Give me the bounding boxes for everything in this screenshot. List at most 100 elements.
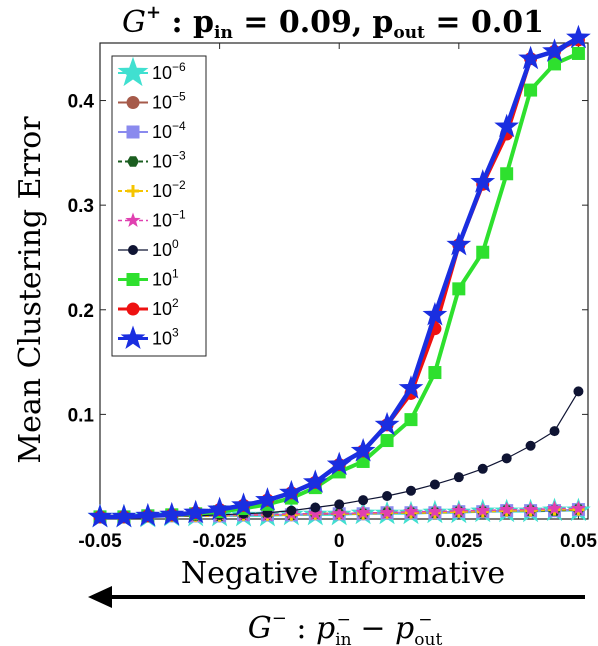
legend-entry: 10−1 [118,208,186,231]
data-point [405,485,416,496]
data-point [500,167,514,181]
legend-label: 101 [152,267,179,290]
data-point [207,496,232,521]
x-tick-label: 0.025 [435,531,483,552]
series-layer [87,24,591,528]
chart-title: G+ : pin = 0.09, pout = 0.01 [122,2,544,43]
data-point [404,413,418,427]
legend-marker [127,185,139,197]
data-point [549,426,560,437]
legend-entry: 10−6 [117,56,186,87]
legend-label: 10−4 [152,119,186,142]
legend-marker [126,302,140,316]
legend-marker [126,96,140,109]
data-point [475,502,491,518]
data-point [548,57,562,71]
data-point [286,505,297,516]
legend-label: 10−2 [152,178,186,201]
data-point [355,504,371,520]
legend-entry: 102 [118,296,179,319]
data-point [331,505,347,521]
data-point [422,302,448,326]
legend-label: 10−5 [152,90,186,113]
data-point [302,469,328,493]
x-axis-label: Negative Informative [181,556,505,591]
legend-marker [127,156,139,167]
legend-marker [126,125,140,139]
data-point [183,499,209,524]
y-tick-label: 0.2 [68,301,94,322]
data-point [546,500,563,516]
legend-label: 10−6 [152,60,186,83]
data-point [231,492,256,516]
data-point [451,502,467,518]
y-ticks: 0.1 0.2 0.3 0.4 [68,92,588,426]
legend-label: 10−1 [152,208,186,231]
data-point [470,169,496,193]
legend-label: 103 [152,326,179,349]
data-point [525,440,536,451]
legend-entry: 10−4 [118,119,186,142]
data-point [570,500,587,516]
data-point [571,46,585,60]
x-ticks: -0.05 -0.025 0 0.025 0.05 [78,43,597,552]
data-point [566,24,591,49]
data-point [326,451,352,476]
x-tick-label: -0.05 [78,531,122,552]
data-point [452,282,466,296]
y-tick-label: 0.1 [68,405,95,426]
data-point [379,504,395,520]
data-point [518,45,543,70]
data-point [403,503,419,519]
legend-label: 10−3 [152,149,186,172]
legend-label: 102 [152,296,179,319]
legend-marker [120,325,146,350]
x-axis-formula: G− : pin− − pout− [248,608,443,646]
y-axis-label: Mean Clustering Error [13,116,48,464]
data-point [310,502,321,513]
data-point [334,499,345,510]
data-point [476,245,490,259]
chart-legend: 10−6 10−5 10−4 10−3 10−2 10−1 100 101 102 103 [111,55,207,357]
legend-marker [117,56,149,87]
left-arrow-icon [88,586,585,608]
data-point [573,386,584,397]
data-point [429,479,440,490]
y-tick-label: 0.4 [68,92,95,113]
legend-entry: 10−3 [118,149,186,172]
data-point [542,38,567,62]
legend-entry: 101 [118,267,179,290]
data-point [501,453,512,464]
x-tick-label: 0.05 [560,531,597,552]
data-point [453,472,464,483]
data-point [307,505,323,521]
legend-marker [128,245,138,255]
data-point [255,487,280,511]
legend-marker [125,212,141,227]
y-tick-label: 0.3 [68,196,94,217]
data-point [398,375,424,399]
x-tick-label: 0 [334,531,345,552]
legend-label: 100 [152,237,179,260]
legend-entry: 10−2 [118,178,186,201]
data-point [159,501,185,526]
data-point [111,503,137,528]
legend-entry: 103 [118,325,179,350]
data-point [374,411,400,436]
legend-marker [126,273,140,286]
data-point [135,502,161,527]
legend-entry: 100 [118,237,179,260]
data-point [358,495,369,506]
data-point [87,503,113,528]
data-point [524,83,538,97]
x-tick-label: -0.025 [193,531,247,552]
data-point [279,479,304,504]
series-9 [87,24,591,528]
data-point [382,490,393,501]
legend-entry: 10−5 [118,90,186,113]
data-point [428,366,442,380]
data-point [350,438,376,462]
data-point [522,501,539,517]
data-point [380,434,394,448]
